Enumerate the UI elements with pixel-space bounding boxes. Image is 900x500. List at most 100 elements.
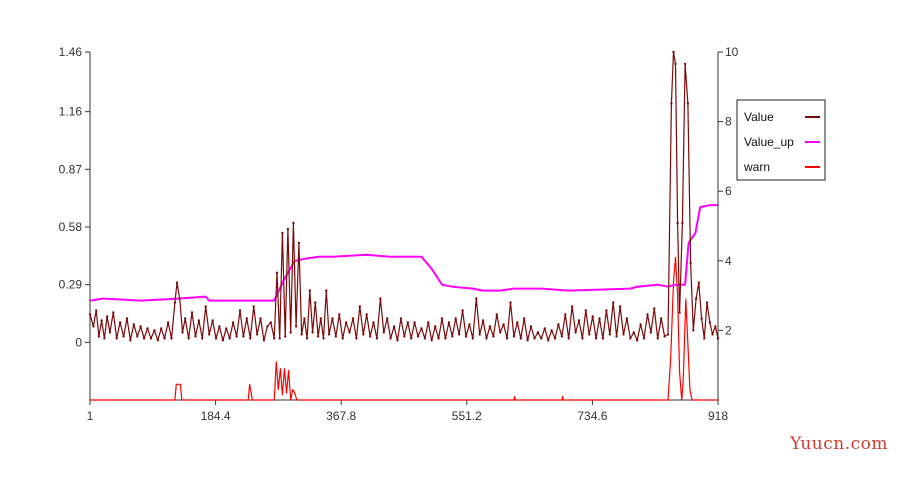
data-point-value (557, 323, 560, 326)
data-point-value (683, 62, 687, 66)
data-point-value (560, 335, 564, 338)
data-point-value (153, 329, 156, 332)
data-point-value (129, 339, 132, 342)
data-point-value (601, 337, 605, 340)
left-tick-label: 0.58 (59, 220, 83, 234)
data-point-value (238, 309, 242, 312)
data-point-value (564, 313, 567, 316)
data-point-value (618, 305, 622, 308)
data-point-value (447, 321, 451, 324)
data-point-value (705, 301, 709, 304)
data-point-value (235, 335, 238, 338)
right-tick-label: 10 (725, 45, 739, 59)
data-point-value (420, 327, 423, 330)
data-point-value (547, 339, 550, 342)
data-point-value (228, 337, 231, 340)
data-point-value (529, 325, 533, 328)
data-point-value (389, 337, 392, 340)
data-point-value (451, 335, 454, 338)
right-tick-label: 4 (725, 254, 732, 268)
x-tick-label: 367.8 (326, 409, 356, 423)
data-point-value (656, 337, 659, 340)
data-point-value (553, 337, 557, 340)
data-point-value (577, 319, 581, 322)
right-y-axis-ticks: 2 4 6 8 10 (718, 45, 739, 337)
data-point-value (379, 297, 382, 300)
data-point-value (311, 331, 314, 334)
data-point-value (533, 337, 536, 340)
data-point-value (410, 337, 413, 340)
data-point-value (692, 329, 695, 332)
data-point-value (92, 325, 95, 328)
data-point-value (95, 309, 98, 312)
data-point-value (612, 301, 615, 304)
data-point-value (625, 317, 629, 320)
series-line-value (89, 51, 719, 341)
data-point-value (327, 333, 331, 336)
data-point-value (642, 337, 646, 340)
data-point-value (218, 325, 221, 328)
left-tick-label: 0.29 (59, 278, 83, 292)
data-point-value (259, 317, 262, 320)
data-point-value (187, 337, 190, 340)
data-point-value (386, 317, 389, 320)
data-point-value (622, 333, 625, 336)
data-point-value (481, 319, 485, 322)
data-point-value (670, 102, 673, 105)
data-point-value (716, 337, 720, 340)
data-point-value (646, 313, 649, 316)
data-point-value (488, 325, 492, 328)
data-point-value (300, 333, 303, 336)
left-tick-label: 1.16 (59, 105, 83, 119)
data-point-value (115, 337, 118, 340)
data-point-value (689, 261, 692, 264)
data-point-value (305, 337, 309, 340)
data-point-value (175, 281, 179, 284)
legend-label: warn (743, 160, 770, 174)
data-point-value (284, 335, 287, 338)
legend-label: Value_up (744, 135, 794, 149)
data-point-value (139, 325, 142, 328)
data-point-value (103, 337, 106, 340)
data-point-value (208, 333, 211, 336)
data-point-value (454, 317, 457, 320)
data-point-value (286, 227, 290, 231)
data-point-value (365, 313, 368, 316)
data-point-value (242, 335, 245, 338)
data-point-value (396, 339, 399, 342)
data-point-value (649, 331, 653, 334)
data-point-value (358, 305, 361, 308)
data-point-value (100, 319, 103, 322)
data-point-value (303, 317, 306, 320)
data-point-value (437, 337, 440, 340)
data-point-value (344, 321, 348, 324)
data-point-value (351, 317, 355, 320)
data-point-value (341, 337, 344, 340)
data-point-value (570, 305, 574, 308)
data-point-value (316, 335, 320, 338)
data-point-value (639, 323, 642, 326)
data-point-value (292, 221, 295, 225)
data-point-value (485, 337, 488, 340)
data-point-value (540, 337, 543, 340)
data-point-value (674, 62, 677, 66)
data-point-value (399, 317, 403, 320)
right-tick-label: 6 (725, 184, 732, 198)
data-point-value (523, 317, 526, 320)
data-point-value (190, 311, 194, 314)
data-point-value (502, 323, 505, 326)
data-point-value (166, 321, 170, 324)
data-point-value (178, 297, 181, 300)
data-point-value (703, 337, 706, 340)
data-point-value (653, 307, 656, 310)
data-point-value (375, 337, 379, 340)
data-point-value (694, 297, 698, 300)
data-point-value (594, 337, 598, 340)
left-tick-label: 0 (75, 335, 82, 349)
data-point-value (362, 333, 365, 336)
data-point-value (194, 335, 197, 338)
data-point-value (252, 305, 255, 308)
data-point-value (666, 333, 670, 336)
data-point-value (118, 321, 122, 324)
